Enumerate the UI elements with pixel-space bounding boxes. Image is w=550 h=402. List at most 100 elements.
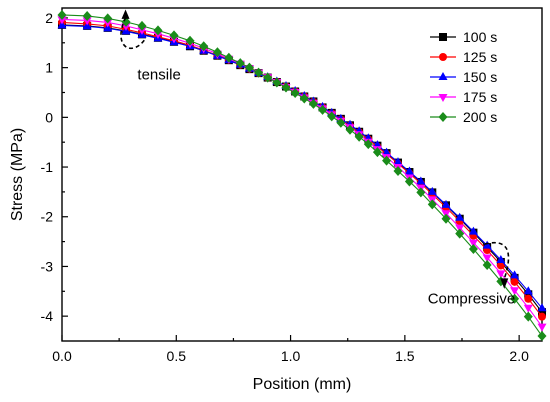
annotation-tensile: tensile — [137, 67, 180, 84]
data-point — [354, 131, 364, 142]
data-point — [281, 82, 291, 93]
data-point — [318, 104, 328, 115]
legend-label: 200 s — [463, 109, 497, 125]
y-tick-label: -2 — [41, 209, 54, 225]
data-point — [537, 331, 547, 342]
x-axis-label: Position (mm) — [253, 376, 352, 393]
data-point — [345, 124, 355, 135]
data-point — [537, 323, 547, 332]
compressive-arrow-path — [484, 241, 510, 280]
data-point — [263, 72, 273, 83]
series-100s — [58, 20, 546, 317]
data-point — [416, 176, 426, 185]
plot-frame — [61, 7, 543, 342]
data-point — [363, 139, 373, 150]
annotations: tensile Compressive — [120, 9, 516, 308]
y-tick-label: 0 — [45, 109, 53, 125]
data-point — [496, 254, 506, 263]
data-point — [82, 10, 92, 21]
legend-item: 125 s — [430, 49, 497, 65]
x-tick-label: 2.0 — [509, 348, 529, 364]
axes-frame — [61, 7, 543, 342]
data-point — [468, 239, 478, 248]
series-line — [61, 24, 543, 309]
data-point — [482, 240, 492, 249]
legend-marker — [439, 33, 447, 41]
series-line — [61, 14, 543, 337]
x-tick-label: 0.0 — [52, 348, 72, 364]
axis-ticks: 0.0 0.5 1.0 1.5 2.0 2 1 0 -1 -2 -3 -4 — [41, 10, 530, 364]
data-point — [244, 62, 254, 73]
series-line — [61, 18, 543, 327]
data-point — [482, 259, 492, 270]
data-point — [153, 25, 163, 36]
legend-item: 200 s — [430, 109, 497, 125]
legend-marker — [438, 94, 448, 102]
legend-label: 175 s — [463, 89, 497, 105]
tensile-arrow-head — [121, 9, 130, 19]
data-series — [57, 9, 547, 342]
data-point — [299, 93, 309, 104]
data-point — [336, 117, 346, 128]
y-axis-label: Stress (MPa) — [9, 128, 26, 221]
data-point — [272, 77, 282, 88]
data-point — [57, 9, 67, 20]
legend-marker — [438, 112, 448, 122]
data-point — [441, 199, 451, 208]
y-tick-label: -4 — [41, 308, 54, 324]
data-point — [510, 293, 520, 304]
data-point — [468, 226, 478, 235]
data-point — [510, 277, 519, 286]
data-point — [523, 286, 533, 295]
data-point — [137, 20, 147, 31]
data-point — [199, 41, 209, 52]
y-tick-label: -3 — [41, 258, 54, 274]
x-tick-label: 0.5 — [167, 348, 187, 364]
data-point — [538, 312, 546, 321]
data-point — [57, 16, 67, 25]
series-line — [61, 24, 543, 313]
x-tick-label: 1.5 — [395, 348, 415, 364]
y-tick-label: 1 — [45, 60, 53, 76]
data-point — [468, 244, 478, 255]
data-point — [185, 35, 195, 46]
data-point — [404, 176, 414, 187]
legend-item: 175 s — [430, 89, 497, 105]
data-point — [382, 147, 392, 156]
data-point — [393, 157, 403, 166]
data-point — [290, 87, 300, 98]
compressive-arrow-head — [500, 278, 509, 289]
data-point — [235, 58, 245, 69]
legend-item: 100 s — [430, 29, 497, 45]
data-point — [524, 294, 533, 303]
data-point — [82, 17, 92, 26]
data-point — [455, 212, 465, 221]
data-point — [537, 303, 547, 312]
legend-label: 100 s — [463, 29, 497, 45]
legend-label: 125 s — [463, 49, 497, 65]
tensile-arrow-path — [120, 17, 145, 50]
data-point — [393, 166, 403, 177]
data-point — [510, 270, 520, 279]
data-point — [523, 304, 533, 313]
data-point — [427, 186, 437, 195]
annotation-compressive: Compressive — [428, 291, 516, 308]
data-point — [103, 13, 113, 24]
data-point — [416, 187, 426, 198]
data-point — [510, 287, 520, 296]
x-tick-label: 1.0 — [281, 348, 301, 364]
data-point — [496, 261, 505, 270]
data-point — [254, 67, 264, 78]
legend-marker — [439, 53, 447, 61]
data-point — [404, 166, 414, 175]
data-point — [169, 30, 179, 41]
data-point — [212, 47, 222, 58]
data-point — [308, 98, 318, 109]
y-tick-label: 2 — [45, 10, 53, 26]
data-point — [327, 111, 337, 122]
data-point — [224, 52, 234, 63]
data-point — [455, 228, 465, 239]
legend-marker — [438, 72, 448, 80]
data-point — [427, 199, 437, 210]
